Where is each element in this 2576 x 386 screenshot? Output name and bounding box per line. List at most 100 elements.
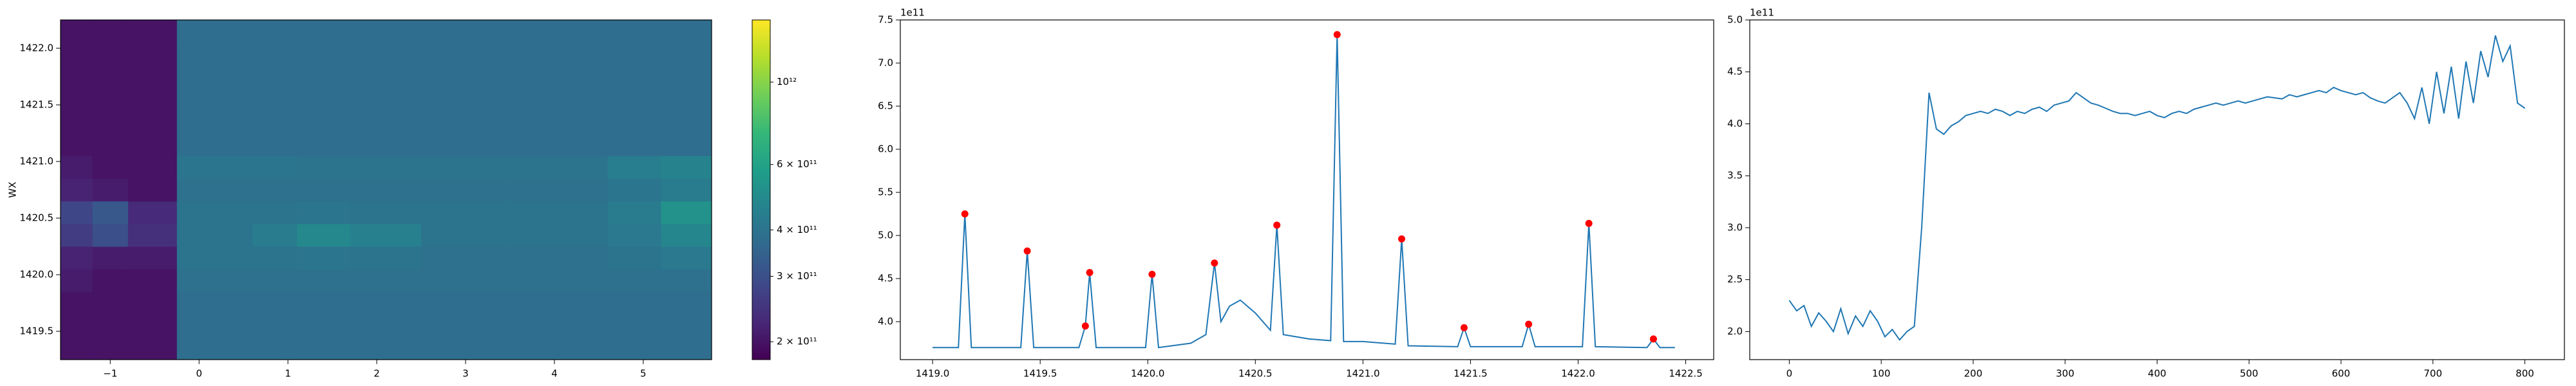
heatmap-cell xyxy=(128,336,178,360)
heatmap-cell xyxy=(661,20,712,43)
heatmap-cell xyxy=(61,87,93,111)
axes-frame xyxy=(60,19,712,360)
heatmap-cell xyxy=(296,223,351,247)
peak-marker xyxy=(1211,259,1218,267)
heatmap-cell xyxy=(61,133,93,156)
peak-marker xyxy=(961,210,969,218)
heatmap-cell xyxy=(61,42,93,66)
heatmap-cell xyxy=(509,156,609,179)
y-tick-label: 2.5 xyxy=(1727,273,1743,285)
y-tick-label: 1420.5 xyxy=(20,212,54,224)
heatmap-cell xyxy=(509,133,609,156)
x-tick-label: 4 xyxy=(551,368,558,380)
heatmap-cell xyxy=(252,110,298,134)
heatmap-cell xyxy=(421,178,511,202)
y-tick-label: 7.5 xyxy=(878,14,893,26)
heatmap-cell xyxy=(296,178,351,202)
heatmap-cell xyxy=(661,291,712,315)
heatmap-cell xyxy=(92,314,129,338)
x-tick-label: 300 xyxy=(2056,368,2074,380)
heatmap-cell xyxy=(176,314,253,338)
heatmap-cell xyxy=(661,201,712,225)
heatmap-cell xyxy=(607,133,661,156)
y-axis-label: WX xyxy=(7,181,19,198)
heatmap-cell xyxy=(176,110,253,134)
heatmap-cell xyxy=(296,156,351,179)
heatmap-cell xyxy=(176,246,253,270)
heatmap-cell xyxy=(252,156,298,179)
heatmap-cell xyxy=(421,336,511,360)
heatmap-cell xyxy=(296,269,351,292)
heatmap-cell xyxy=(128,65,178,89)
heatmap-cell xyxy=(252,42,298,66)
heatmap-cell xyxy=(421,291,511,315)
heatmap-cell xyxy=(421,133,511,156)
heatmap-cell xyxy=(350,269,422,292)
heatmap-cell xyxy=(128,246,178,270)
heatmap-cell xyxy=(252,336,298,360)
colorbar xyxy=(752,19,771,360)
heatmap-cell xyxy=(61,291,93,315)
colorbar-tick-label: 6 × 10¹¹ xyxy=(777,158,817,170)
x-tick-label: 0 xyxy=(196,368,202,380)
x-tick-label: 200 xyxy=(1964,368,1983,380)
heatmap-cell xyxy=(252,20,298,43)
heatmap-cell xyxy=(176,201,253,225)
heatmap-cell xyxy=(252,314,298,338)
heatmap-cell xyxy=(661,246,712,270)
y-tick-label: 1421.5 xyxy=(20,99,54,111)
heatmap-cell xyxy=(509,65,609,89)
heatmap-cell xyxy=(92,178,129,202)
heatmap-cell xyxy=(176,291,253,315)
heatmap-cell xyxy=(61,201,93,225)
heatmap-cell xyxy=(296,201,351,225)
y-tick-label: 1422.0 xyxy=(20,42,54,54)
heatmap-cell xyxy=(421,314,511,338)
y-tick-label: 5.0 xyxy=(1727,14,1743,26)
y-tick-label: 1421.0 xyxy=(20,156,54,167)
heatmap-cell xyxy=(252,246,298,270)
heatmap-cell xyxy=(350,133,422,156)
heatmap-cell xyxy=(61,156,93,179)
heatmap-cell xyxy=(421,269,511,292)
y-tick-label: 1419.5 xyxy=(20,326,54,337)
y-tick-label: 7.0 xyxy=(878,57,893,69)
heatmap-cell xyxy=(296,65,351,89)
heatmap-cell xyxy=(421,110,511,134)
heatmap-cell xyxy=(61,178,93,202)
heatmap-cell xyxy=(421,42,511,66)
heatmap-cell xyxy=(296,87,351,111)
heatmap-cell xyxy=(607,291,661,315)
heatmap-cell xyxy=(128,201,178,225)
heatmap-cell xyxy=(128,269,178,292)
heatmap-cell xyxy=(128,314,178,338)
y-tick-label: 4.0 xyxy=(1727,118,1743,129)
x-tick-label: 0 xyxy=(1786,368,1793,380)
heatmap-cell xyxy=(607,223,661,247)
x-tick-label: 1421.5 xyxy=(1454,368,1488,380)
heatmap-cell xyxy=(607,20,661,43)
peak-marker xyxy=(1460,324,1468,331)
heatmap-cell xyxy=(509,110,609,134)
heatmap-cell xyxy=(252,133,298,156)
peak-marker xyxy=(1148,270,1156,278)
heatmap-cell xyxy=(61,223,93,247)
heatmap-cell xyxy=(296,110,351,134)
x-tick-label: 1 xyxy=(285,368,291,380)
peak-marker xyxy=(1525,320,1533,328)
heatmap-cell xyxy=(421,87,511,111)
heatmap-cell xyxy=(176,42,253,66)
heatmap-cell xyxy=(176,269,253,292)
heatmap-cell xyxy=(252,178,298,202)
heatmap-cell xyxy=(661,156,712,179)
heatmap-cell xyxy=(661,65,712,89)
heatmap-cell xyxy=(296,336,351,360)
heatmap-cell xyxy=(252,291,298,315)
heatmap-cell xyxy=(421,20,511,43)
heatmap-cell xyxy=(61,246,93,270)
heatmap-cell xyxy=(296,133,351,156)
y-tick-label: 1420.0 xyxy=(20,269,54,280)
colorbar-tick-label: 10¹² xyxy=(777,76,797,87)
heatmap-cell xyxy=(661,178,712,202)
